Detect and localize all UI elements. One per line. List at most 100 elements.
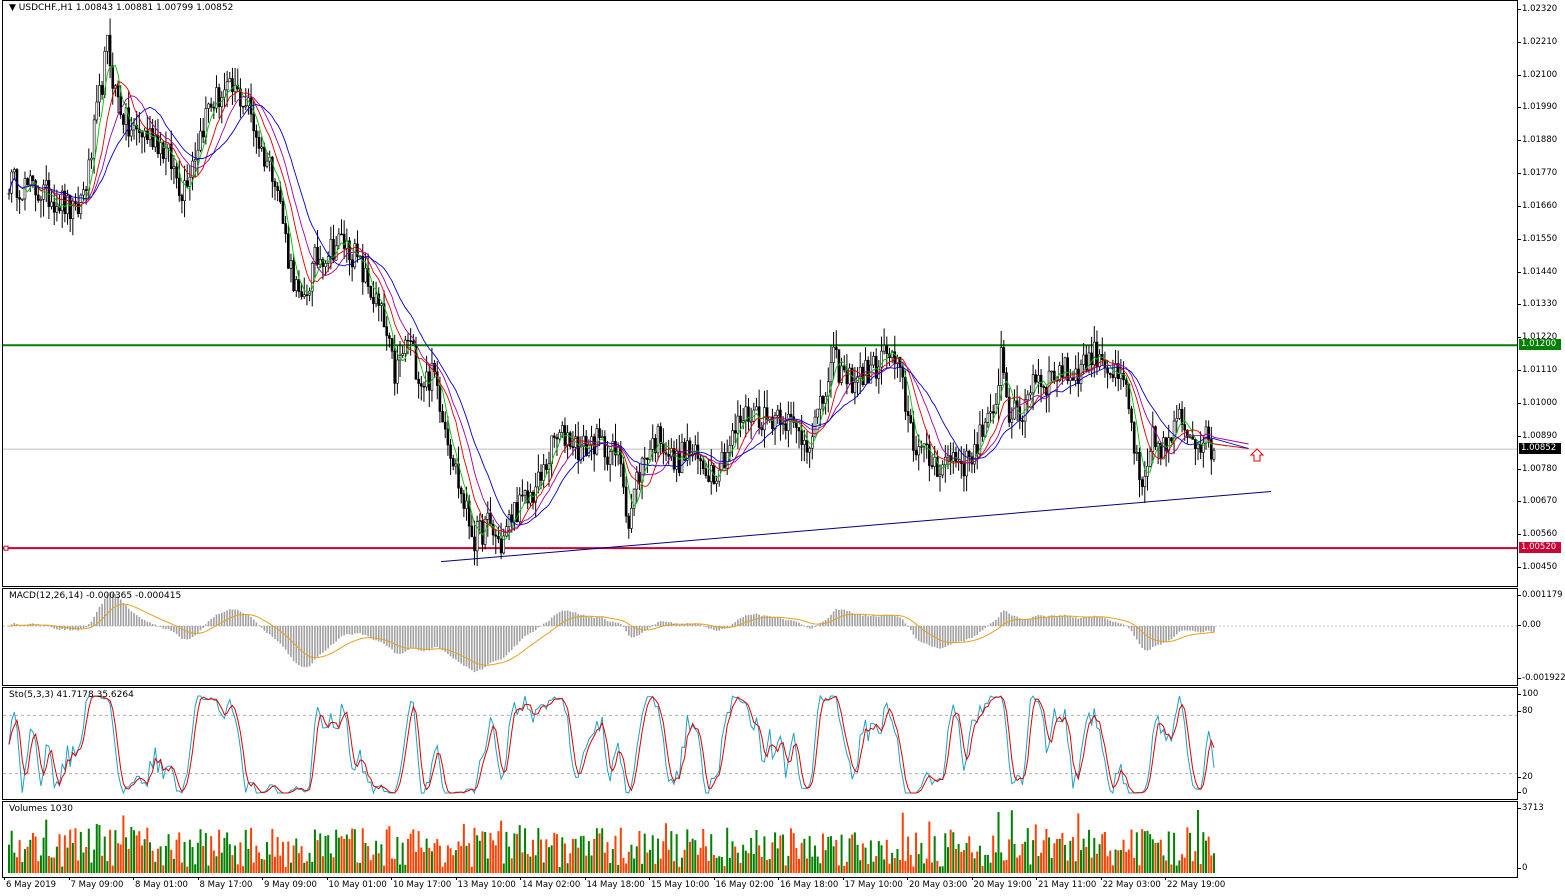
price-tick: 1.01660 (1517, 200, 1558, 211)
candle-body (701, 460, 705, 470)
volume-bar (377, 853, 380, 873)
macd-bar (800, 624, 803, 626)
macd-bar (955, 626, 957, 643)
candle-body (850, 367, 854, 393)
macd-bar (851, 613, 854, 626)
macd-bar (1072, 617, 1074, 626)
volume-bar (1072, 837, 1074, 873)
macd-bar (755, 613, 758, 626)
volume-bar (74, 828, 77, 873)
volume-bar (53, 857, 56, 873)
candle-body (560, 425, 564, 433)
volume-bar (859, 860, 862, 873)
volume-bar (130, 827, 133, 873)
macd-bar (215, 614, 218, 626)
volume-bar (109, 829, 112, 873)
volume-bar (125, 837, 128, 873)
candle-body (787, 413, 790, 431)
volume-bar (454, 850, 457, 873)
macd-bar (710, 626, 713, 629)
candle-body (217, 87, 221, 107)
candle-body (154, 135, 157, 148)
candle-body (401, 353, 404, 356)
volume-bar (675, 834, 678, 873)
candle-body (348, 240, 351, 261)
volume-bar (516, 834, 519, 873)
candle-body (699, 458, 702, 462)
candle-body (725, 452, 729, 469)
candle-body (1085, 354, 1088, 371)
macd-pane[interactable]: MACD(12,26,14) -0.000365 -0.000415 (2, 588, 1518, 686)
volume-bar (66, 847, 69, 873)
macd-bar (702, 625, 705, 627)
macd-label: MACD(12,26,14) -0.000365 -0.000415 (9, 591, 182, 601)
macd-bar (1048, 615, 1050, 626)
candle-body (1178, 408, 1181, 419)
price-pane[interactable]: ▼ USDCHF.,H1 1.00843 1.00881 1.00799 1.0… (2, 0, 1518, 587)
candle-body (552, 435, 556, 438)
candle-body (584, 435, 588, 456)
macd-bar (1061, 615, 1064, 626)
candle-body (973, 444, 976, 465)
price-tick: 1.01770 (1517, 168, 1558, 179)
candle-body (1015, 400, 1019, 408)
candle-body (273, 181, 277, 187)
candle-body (100, 85, 104, 95)
candle-body (169, 143, 173, 169)
candle-body (34, 180, 37, 196)
candle-body (648, 449, 652, 460)
macd-bar (657, 621, 659, 626)
volume-bar (162, 865, 165, 873)
macd-bar (678, 624, 681, 626)
macd-bar (891, 615, 893, 626)
volume-bar (407, 838, 409, 873)
macd-bar (1183, 626, 1186, 631)
volume-bar (540, 839, 542, 873)
macd-bar (1088, 616, 1090, 626)
candle-body (1053, 370, 1056, 381)
collapse-arrow-icon[interactable]: ▼ (9, 3, 16, 13)
macd-bar (1074, 617, 1077, 626)
volume-bar (861, 843, 864, 873)
candle-body (20, 198, 24, 201)
candle-body (829, 362, 833, 383)
volume-bar (601, 828, 604, 873)
volume-bar (537, 828, 540, 873)
candle-body (1130, 408, 1133, 423)
volume-bar (401, 842, 404, 873)
volume-bar (885, 839, 888, 873)
volume-bar (566, 863, 569, 873)
macd-bar (667, 622, 670, 626)
candle-body (465, 500, 468, 509)
candle-body (481, 520, 484, 545)
volume-bar (1197, 810, 1200, 873)
candle-body (1140, 479, 1144, 488)
macd-bar (364, 626, 367, 635)
stochastic-pane[interactable]: Sto(5,3,3) 41.7178 35.6264 (2, 687, 1518, 800)
volume-bar (252, 862, 255, 873)
volume-bar (228, 844, 231, 873)
macd-bar (574, 612, 577, 626)
macd-bar (550, 617, 553, 626)
macd-bar (521, 626, 524, 639)
macd-bar (88, 624, 90, 626)
volume-bar (925, 858, 928, 873)
macd-bar (1005, 611, 1008, 626)
candle-body (443, 421, 447, 430)
candle-body (869, 364, 873, 384)
candle-body (704, 468, 708, 477)
macd-bar (290, 626, 292, 658)
volume-bar (997, 812, 1000, 873)
volume-bar (545, 839, 548, 873)
volume-bar (992, 835, 995, 873)
macd-bar (830, 614, 832, 626)
candle-body (18, 197, 21, 200)
candle-body (816, 408, 819, 418)
volumes-pane[interactable]: Volumes 1030 (2, 801, 1518, 878)
volume-bar (920, 843, 923, 873)
volume-bar (268, 854, 271, 873)
macd-bar (651, 625, 654, 626)
macd-bar (428, 626, 431, 651)
macd-bar (117, 596, 119, 626)
volume-bar (404, 864, 407, 873)
